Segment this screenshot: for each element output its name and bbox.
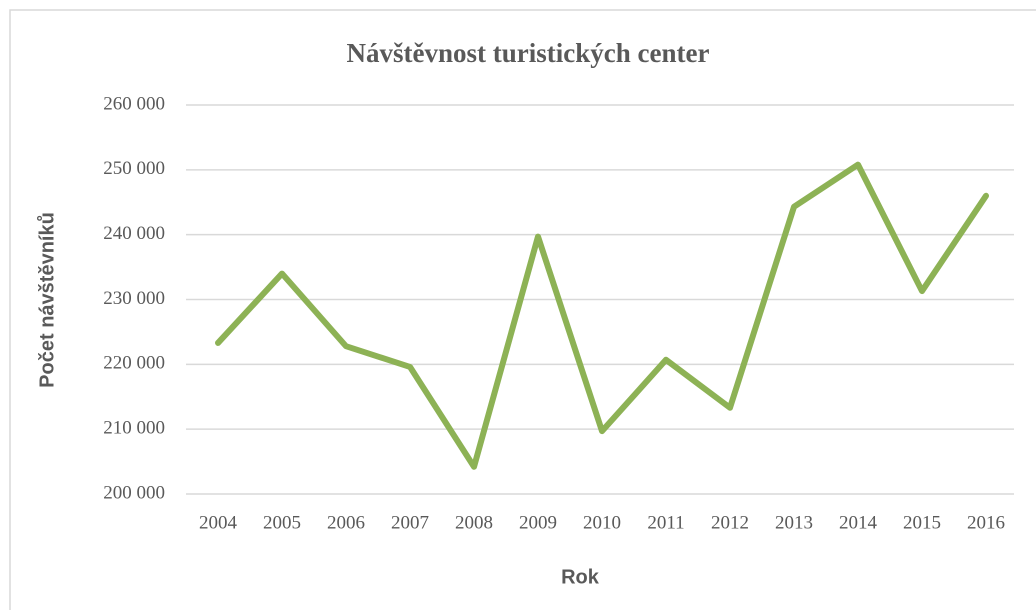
y-tick-label: 260 000 bbox=[103, 93, 165, 114]
y-tick-label: 200 000 bbox=[103, 482, 165, 503]
y-tick-label: 230 000 bbox=[103, 288, 165, 309]
x-tick-label: 2014 bbox=[839, 512, 878, 533]
x-axis-title: Rok bbox=[561, 566, 600, 588]
x-tick-label: 2008 bbox=[455, 512, 493, 533]
x-tick-label: 2007 bbox=[391, 512, 429, 533]
x-tick-label: 2011 bbox=[647, 512, 684, 533]
x-tick-label: 2013 bbox=[775, 512, 813, 533]
x-tick-label: 2004 bbox=[199, 512, 238, 533]
x-tick-label: 2005 bbox=[263, 512, 301, 533]
y-tick-label: 250 000 bbox=[103, 158, 165, 179]
y-axis-title: Počet návštěvníků bbox=[36, 212, 58, 388]
y-tick-label: 240 000 bbox=[103, 223, 165, 244]
x-tick-label: 2016 bbox=[967, 512, 1005, 533]
y-tick-label: 210 000 bbox=[103, 418, 165, 439]
chart-title: Návštěvnost turistických center bbox=[347, 38, 710, 68]
x-tick-label: 2015 bbox=[903, 512, 941, 533]
y-tick-label: 220 000 bbox=[103, 353, 165, 374]
x-tick-label: 2006 bbox=[327, 512, 365, 533]
x-tick-label: 2012 bbox=[711, 512, 749, 533]
x-tick-label: 2009 bbox=[519, 512, 557, 533]
x-tick-label: 2010 bbox=[583, 512, 621, 533]
data-line bbox=[215, 161, 989, 470]
chart-frame bbox=[9, 9, 1036, 610]
